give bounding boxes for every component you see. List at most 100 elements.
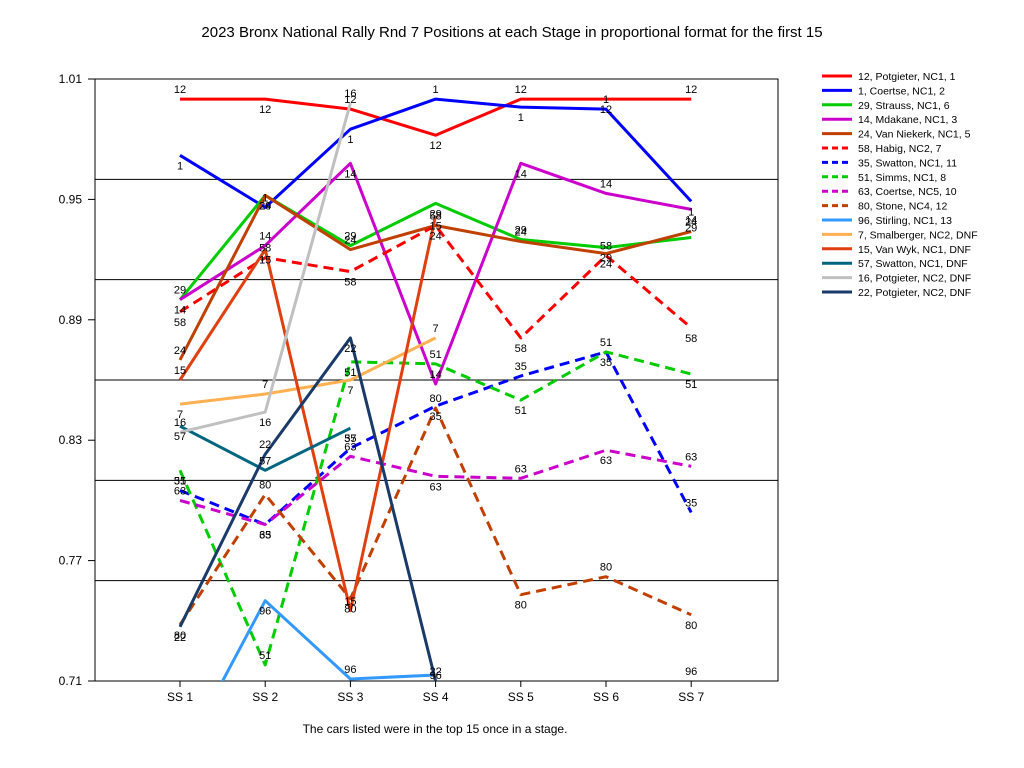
point-label: 80 — [259, 479, 271, 491]
legend-entry: 14, Mdakane, NC1, 3 — [858, 114, 957, 126]
x-tick-label: SS 2 — [252, 690, 278, 704]
point-label: 12 — [344, 94, 356, 106]
x-tick-label: SS 5 — [508, 690, 534, 704]
point-label: 12 — [259, 104, 271, 116]
point-label: 14 — [600, 178, 612, 190]
point-label: 96 — [429, 670, 441, 682]
point-label: 29 — [600, 253, 612, 265]
point-label: 14 — [429, 369, 441, 381]
point-label: 51 — [429, 349, 441, 361]
x-tick-label: SS 6 — [593, 690, 619, 704]
series-line — [179, 424, 352, 472]
series-line-group — [179, 102, 352, 434]
point-label: 35 — [600, 357, 612, 369]
series-line-group — [178, 215, 438, 613]
chart-footnote: The cars listed were in the top 15 once … — [302, 722, 568, 736]
point-label: 29 — [259, 200, 271, 212]
series-line-group — [179, 424, 352, 472]
point-label: 29 — [429, 208, 441, 220]
legend-entry: 1, Coertse, NC1, 2 — [858, 85, 945, 97]
point-label: 58 — [429, 210, 441, 222]
series-line-group — [179, 448, 692, 526]
point-label: 51 — [685, 379, 697, 391]
legend-entry: 12, Potgieter, NC1, 1 — [858, 71, 956, 83]
point-label: 7 — [347, 385, 353, 397]
point-label: 35 — [429, 411, 441, 423]
legend-entry: 57, Swatton, NC1, DNF — [858, 258, 968, 270]
series-line-group — [178, 406, 692, 626]
x-tick-label: SS 1 — [167, 690, 193, 704]
y-tick-label: 0.95 — [59, 192, 83, 206]
point-label: 14 — [174, 305, 186, 317]
point-label: 12 — [515, 84, 527, 96]
point-label: 22 — [259, 439, 271, 451]
series-line-group — [178, 193, 692, 361]
legend-entry: 7, Smalberger, NC2, DNF — [858, 229, 978, 241]
legend-entry: 29, Strauss, NC1, 6 — [858, 100, 950, 112]
point-label: 12 — [429, 140, 441, 152]
point-label: 63 — [429, 481, 441, 493]
series-line-group — [179, 336, 437, 406]
series-line — [179, 97, 693, 209]
axis-layer: 0.71 0.77 0.83 0.89 0.95 1.01 SS 1 SS 2 SS 3 SS 4… — [59, 72, 779, 704]
series-line — [178, 406, 692, 626]
point-label: 57 — [259, 455, 271, 467]
point-label: 96 — [259, 606, 271, 618]
series-line — [179, 336, 437, 406]
point-label: 15 — [344, 596, 356, 608]
point-label: 12 — [685, 84, 697, 96]
point-label: 58 — [685, 333, 697, 345]
legend-entry: 22, Potgieter, NC2, DNF — [858, 287, 971, 299]
point-label: 29 — [174, 285, 186, 297]
point-label: 1 — [177, 160, 183, 172]
point-label: 22 — [429, 666, 441, 678]
point-label: 63 — [600, 455, 612, 467]
point-label: 14 — [515, 168, 527, 180]
point-label-layer: 1212121212121211111112929292929292914141… — [174, 84, 697, 682]
point-label: 15 — [429, 220, 441, 232]
series-line-group — [179, 161, 692, 386]
point-label: 35 — [515, 361, 527, 373]
point-label: 29 — [515, 225, 527, 237]
plot-frame — [94, 78, 779, 682]
point-label: 1 — [262, 192, 268, 204]
point-label: 35 — [685, 497, 697, 509]
point-label: 24 — [429, 230, 441, 242]
legend-entry: 15, Van Wyk, NC1, DNF — [858, 244, 971, 256]
point-label: 1 — [518, 112, 524, 124]
series-line — [178, 350, 692, 667]
legend-entry: 35, Swatton, NC1, 11 — [858, 157, 957, 169]
point-label: 51 — [174, 475, 186, 487]
point-label: 24 — [515, 227, 527, 239]
y-tick-label: 1.01 — [59, 72, 83, 86]
series-line — [180, 97, 692, 137]
series-line — [220, 599, 436, 681]
x-tick-label: SS 7 — [678, 690, 704, 704]
point-label: 58 — [174, 317, 186, 329]
point-label: 22 — [344, 343, 356, 355]
point-label: 1 — [433, 84, 439, 96]
series-line — [179, 448, 692, 526]
series-layer — [178, 97, 693, 681]
series-line-group — [178, 350, 692, 667]
point-label: 24 — [174, 345, 186, 357]
series-line-group — [220, 599, 436, 681]
point-label: 1 — [688, 206, 694, 218]
point-label: 51 — [600, 337, 612, 349]
y-tick-label: 0.71 — [59, 674, 83, 688]
point-label: 51 — [259, 650, 271, 662]
legend-entry: 58, Habig, NC2, 7 — [858, 143, 942, 155]
legend-entry: 16, Potgieter, NC2, DNF — [858, 273, 971, 285]
point-label: 51 — [515, 405, 527, 417]
point-label: 80 — [344, 604, 356, 616]
point-label: 63 — [259, 529, 271, 541]
point-label: 12 — [174, 84, 186, 96]
point-label: 24 — [259, 200, 271, 212]
point-label: 24 — [685, 217, 697, 229]
legend-entry: 96, Stirling, NC1, 13 — [858, 215, 952, 227]
series-line-group — [178, 336, 438, 681]
legend-entry: 24, Van Niekerk, NC1, 5 — [858, 129, 971, 141]
legend-entry: 51, Simms, NC1, 8 — [858, 172, 946, 184]
series-line — [178, 215, 438, 613]
y-tick-label: 0.83 — [59, 433, 83, 447]
